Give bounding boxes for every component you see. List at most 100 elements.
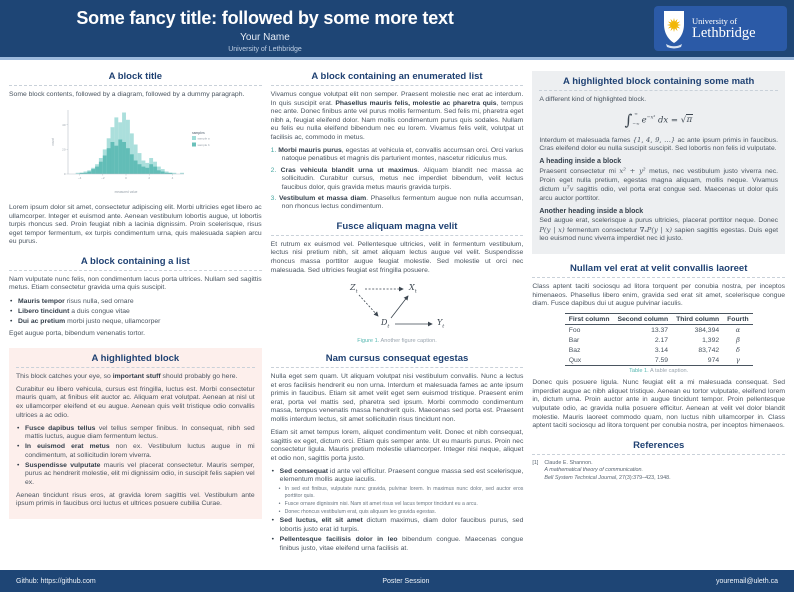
- histogram-bar: [180, 172, 185, 175]
- block-title: A block containing a list: [9, 256, 262, 271]
- block-subheading: A heading inside a block: [539, 158, 622, 166]
- sub-list-item: Fusce ornare dignissim nisi. Nam sit ame…: [271, 501, 524, 508]
- enum-item: 1. Morbi mauris purus, egestas at vehicu…: [271, 147, 524, 164]
- histogram-bar: [110, 142, 115, 175]
- table-row: Bar 2.17 1,392 β: [565, 335, 753, 345]
- histogram-bar: [114, 145, 119, 175]
- bold-run: Phasellus mauris felis, molestie ac phar…: [335, 99, 497, 107]
- text-run: vel tellus semper finibus. In consequat,…: [25, 424, 255, 441]
- text-run: fermentum consectetur: [564, 226, 640, 234]
- figure-caption: Figure 1. Another figure caption.: [271, 338, 524, 344]
- bold-run: Sed consequat: [279, 467, 329, 475]
- footer-github-link[interactable]: Github: https://github.com: [16, 577, 96, 585]
- block-title: A block title: [9, 71, 262, 86]
- text-run: sapien sagittis egestas. Duis eget leo e…: [539, 226, 778, 243]
- histogram-bar: [79, 172, 84, 175]
- inline-math: uᵀv: [562, 185, 574, 194]
- caption-label: Table 1.: [629, 368, 649, 375]
- math-exponent: −x²: [646, 115, 656, 121]
- caption-label: Figure 1.: [357, 338, 380, 345]
- x-tick-label: 4: [172, 176, 174, 180]
- logo-wordmark: University of Lethbridge: [692, 15, 756, 41]
- legend-swatch: [192, 142, 197, 147]
- arrow-d-to-x: [390, 295, 409, 319]
- list-item: Libero tincidunt a duis congue vitae: [9, 308, 262, 317]
- sub-list-item: In sed est finibus, vulputate nunc gravi…: [271, 486, 524, 500]
- paragraph: Nam vulputate nunc felis, non condimentu…: [9, 275, 262, 292]
- histogram-bar: [114, 117, 119, 175]
- math-body: e: [641, 115, 647, 126]
- histogram-bar: [134, 144, 138, 175]
- inline-math: {1, 4, 9, …}: [632, 135, 676, 144]
- data-table: First column Second column Third column …: [564, 313, 753, 367]
- bullet-list: Sed consequat id ante vel efficitur. Pra…: [271, 468, 524, 553]
- math-mid: dx =: [655, 115, 681, 126]
- bold-run: Fusce dapibus tellus: [25, 424, 96, 432]
- text-run: , tempus nec ante. Donec finibus ante ve…: [270, 99, 524, 141]
- text-run: ac ante ipsum primis in faucibus. Cras e…: [539, 136, 778, 153]
- poster-author: Your Name: [240, 32, 290, 43]
- legend-title: samples: [192, 131, 205, 135]
- bold-run: important stuff: [112, 372, 161, 380]
- poster-body: A block title Some block contents, follo…: [0, 60, 794, 570]
- block-enumerated-list: A block containing an enumerated list Vi…: [270, 71, 524, 212]
- table-cell: 2.17: [654, 336, 669, 344]
- paragraph: Some block contents, followed by a diagr…: [9, 91, 245, 98]
- reference-index: [1]: [532, 459, 539, 466]
- paragraph: Eget augue porta, bibendum venenatis tor…: [9, 330, 146, 338]
- table-cell: 13.37: [651, 326, 669, 334]
- poster-affiliation: University of Lethbridge: [228, 46, 302, 53]
- bold-run: Cras vehicula blandit urna ut maximus: [280, 166, 418, 174]
- histogram-bar: [126, 148, 131, 175]
- block-title: A block containing an enumerated list: [270, 71, 524, 86]
- table-cell: Foo: [568, 326, 581, 334]
- histogram-bar: [118, 139, 123, 175]
- x-tick-label: −4: [78, 176, 82, 180]
- causal-diagram: Zt Xt Dt Yt: [337, 280, 457, 336]
- column-header: Fourth: [723, 313, 753, 326]
- integral-sign: ∫: [624, 110, 633, 129]
- enumerated-list: 1. Morbi mauris purus, egestas at vehicu…: [271, 147, 524, 212]
- node-z: Zt: [350, 283, 358, 295]
- column-2: A block containing an enumerated list Vi…: [270, 62, 524, 570]
- block-title: Fusce aliquam magna velit: [270, 221, 524, 236]
- table-cell: δ: [735, 346, 740, 355]
- table-row: Qux 7.59 974 γ: [564, 355, 753, 367]
- histogram-bar: [130, 154, 135, 175]
- paragraph: Curabitur eu libero vehicula, cursus est…: [16, 385, 255, 419]
- text-run: mauris vel placerat consectetur. Mauris …: [25, 461, 255, 486]
- histogram-bar: [122, 142, 127, 175]
- histogram-bar: [165, 171, 169, 175]
- table-caption: Table 1. A table caption.: [532, 368, 785, 374]
- text-run: a duis congue vitae: [69, 307, 130, 315]
- block-a-block-title: A block title Some block contents, follo…: [9, 71, 262, 247]
- table-cell: Qux: [564, 355, 614, 367]
- block-title: A highlighted block: [16, 353, 255, 368]
- text-run: dictum maximus, diam dolor faucibus puru…: [279, 517, 524, 533]
- histogram-bar: [103, 155, 107, 175]
- list-item: Sed consequat id ante vel efficitur. Pra…: [271, 468, 524, 485]
- y-tick-label: 20: [62, 147, 66, 151]
- histogram-bar: [149, 164, 154, 175]
- paragraph: Class aptent taciti sociosqu ad litora t…: [532, 283, 786, 308]
- histogram-bar: [157, 170, 162, 175]
- histogram-bar: [134, 160, 138, 175]
- paragraph: Et rutrum ex euismod vel. Pellentesque u…: [270, 240, 524, 274]
- histogram-bar: [107, 148, 111, 175]
- text-run: Vivamus congue volutpat elit non semper.…: [270, 91, 524, 107]
- footer-email-link[interactable]: youremail@uleth.ca: [716, 577, 778, 585]
- enum-number: 3.: [270, 194, 277, 202]
- histogram-bar: [172, 172, 177, 175]
- paragraph: Donec quis posuere ligula. Nunc feugiat …: [532, 379, 786, 430]
- histogram-bar: [95, 166, 100, 175]
- histogram-bar: [130, 133, 135, 175]
- y-axis-label: count: [51, 138, 55, 146]
- paragraph: Lorem ipsum dolor sit amet, consectetur …: [9, 204, 262, 246]
- logo-line1: University of: [692, 15, 738, 26]
- node-d: Dt: [381, 318, 390, 330]
- histogram-bar: [137, 164, 142, 175]
- reference-author: Claude E. Shannon.: [544, 459, 593, 466]
- reference-title: A mathematical theory of communication.: [544, 467, 644, 474]
- text-run: metus, nec vestibulum justo viverra nec.…: [539, 168, 779, 194]
- histogram-bar: [83, 171, 88, 175]
